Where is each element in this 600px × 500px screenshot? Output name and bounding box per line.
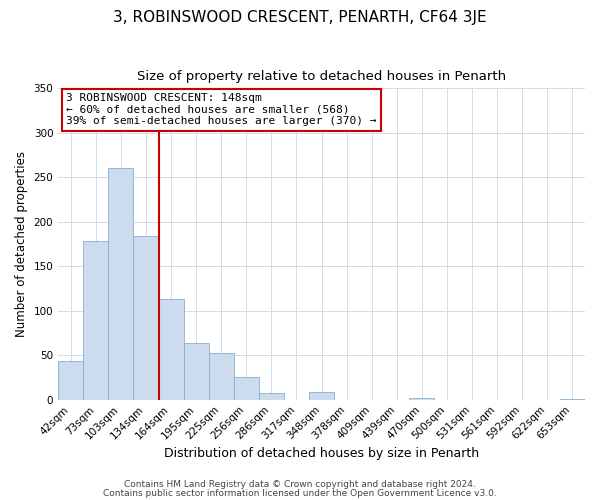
Bar bbox=[184, 343, 209, 400]
Bar bbox=[58, 360, 83, 400]
X-axis label: Distribution of detached houses by size in Penarth: Distribution of detached houses by size … bbox=[164, 447, 479, 460]
Y-axis label: Number of detached properties: Number of detached properties bbox=[15, 151, 28, 337]
Text: Contains HM Land Registry data © Crown copyright and database right 2024.: Contains HM Land Registry data © Crown c… bbox=[124, 480, 476, 489]
Bar bbox=[409, 398, 434, 400]
Bar bbox=[158, 299, 184, 400]
Bar bbox=[560, 399, 585, 400]
Text: Contains public sector information licensed under the Open Government Licence v3: Contains public sector information licen… bbox=[103, 488, 497, 498]
Bar bbox=[234, 378, 259, 400]
Title: Size of property relative to detached houses in Penarth: Size of property relative to detached ho… bbox=[137, 70, 506, 83]
Text: 3 ROBINSWOOD CRESCENT: 148sqm
← 60% of detached houses are smaller (568)
39% of : 3 ROBINSWOOD CRESCENT: 148sqm ← 60% of d… bbox=[66, 93, 377, 126]
Bar bbox=[309, 392, 334, 400]
Bar bbox=[83, 242, 109, 400]
Text: 3, ROBINSWOOD CRESCENT, PENARTH, CF64 3JE: 3, ROBINSWOOD CRESCENT, PENARTH, CF64 3J… bbox=[113, 10, 487, 25]
Bar bbox=[259, 392, 284, 400]
Bar bbox=[133, 236, 158, 400]
Bar bbox=[109, 168, 133, 400]
Bar bbox=[209, 354, 234, 400]
